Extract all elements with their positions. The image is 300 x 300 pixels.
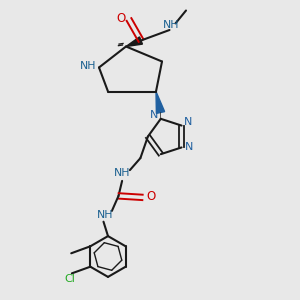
Text: O: O	[117, 11, 126, 25]
Text: NH: NH	[114, 168, 131, 178]
Text: Cl: Cl	[64, 274, 75, 284]
Text: O: O	[146, 190, 155, 203]
Text: N: N	[150, 110, 158, 120]
Text: NH: NH	[163, 20, 179, 30]
Polygon shape	[156, 92, 165, 113]
Polygon shape	[126, 37, 142, 46]
Text: NH: NH	[97, 210, 113, 220]
Text: N: N	[184, 117, 192, 127]
Text: N: N	[185, 142, 193, 152]
Text: NH: NH	[80, 61, 97, 71]
